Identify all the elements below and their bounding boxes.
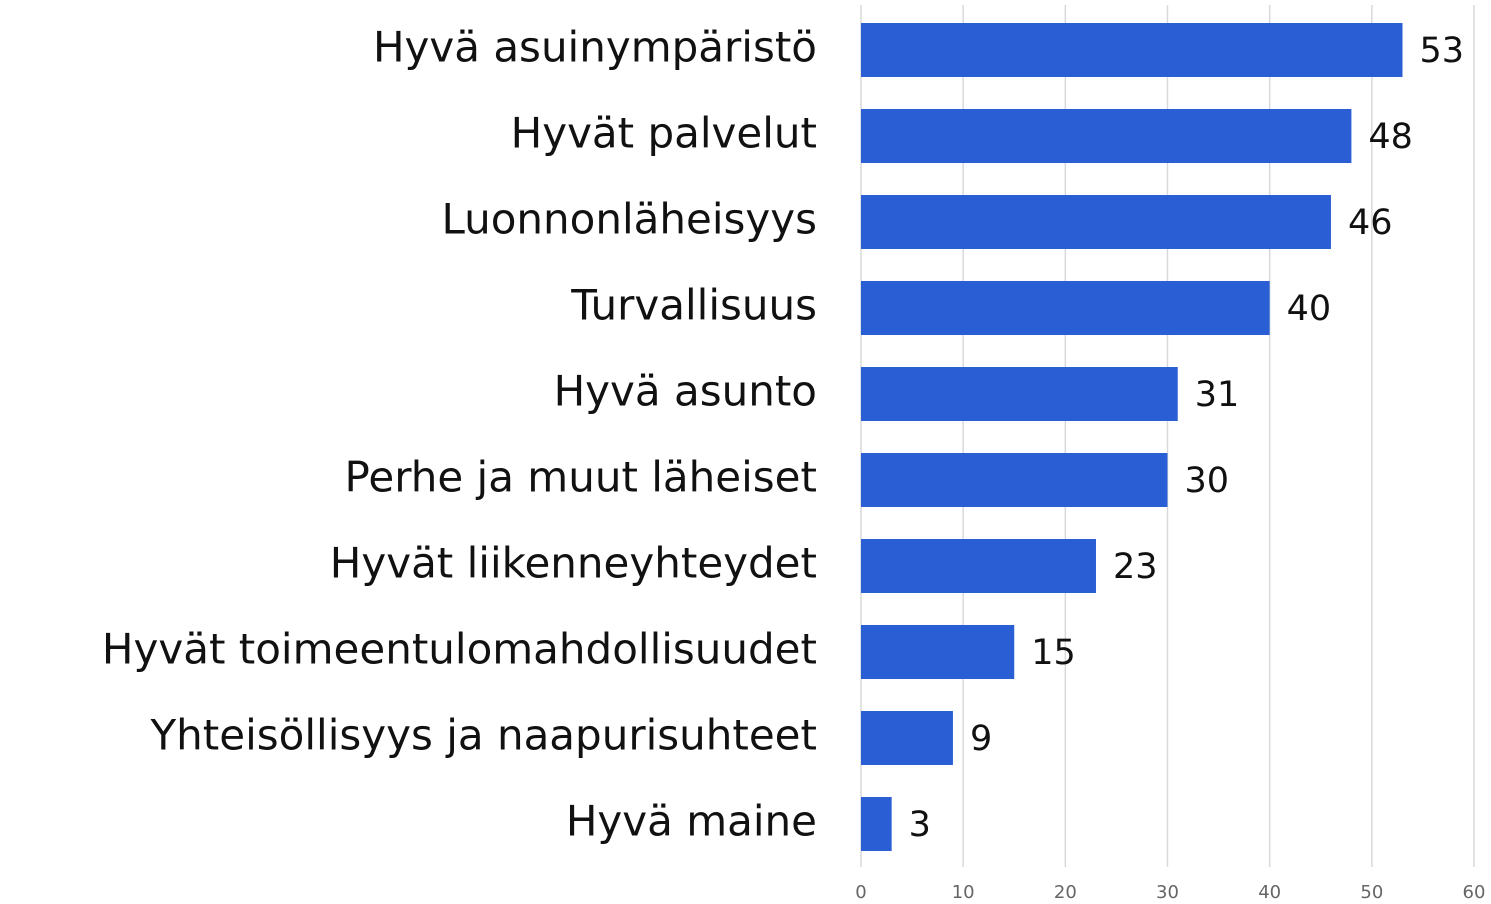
category-label: Yhteisöllisyys ja naapurisuhteet [150,711,817,760]
value-label: 53 [1419,31,1464,71]
x-tick-label: 0 [855,882,866,903]
value-label: 31 [1195,375,1240,415]
category-label: Perhe ja muut läheiset [345,453,817,502]
bar [861,23,1403,77]
category-label: Hyvä asuinympäristö [373,23,817,72]
value-label: 3 [909,805,931,845]
value-label: 23 [1113,547,1158,587]
bar [861,711,953,765]
x-tick-label: 50 [1360,882,1383,903]
category-label: Hyvät liikenneyhteydet [330,539,817,588]
bar [861,797,892,851]
bar [861,367,1178,421]
category-label: Hyvä maine [566,797,817,846]
value-label: 15 [1031,633,1076,673]
bar [861,539,1096,593]
value-label: 9 [970,719,992,759]
x-tick-label: 10 [952,882,975,903]
category-label: Hyvät palvelut [511,109,817,158]
x-tick-label: 20 [1054,882,1077,903]
category-label: Hyvä asunto [554,367,817,416]
value-label: 48 [1368,117,1413,157]
category-label: Luonnonläheisyys [441,195,817,244]
value-label: 30 [1185,461,1230,501]
bar [861,281,1270,335]
value-label: 46 [1348,203,1393,243]
category-label: Turvallisuus [570,281,817,330]
x-tick-label: 60 [1463,882,1486,903]
category-label: Hyvät toimeentulomahdollisuudet [102,625,817,674]
bar [861,195,1331,249]
bar [861,453,1168,507]
x-tick-label: 30 [1156,882,1179,903]
bar [861,109,1352,163]
x-tick-label: 40 [1258,882,1281,903]
bar [861,625,1015,679]
value-label: 40 [1287,289,1332,329]
